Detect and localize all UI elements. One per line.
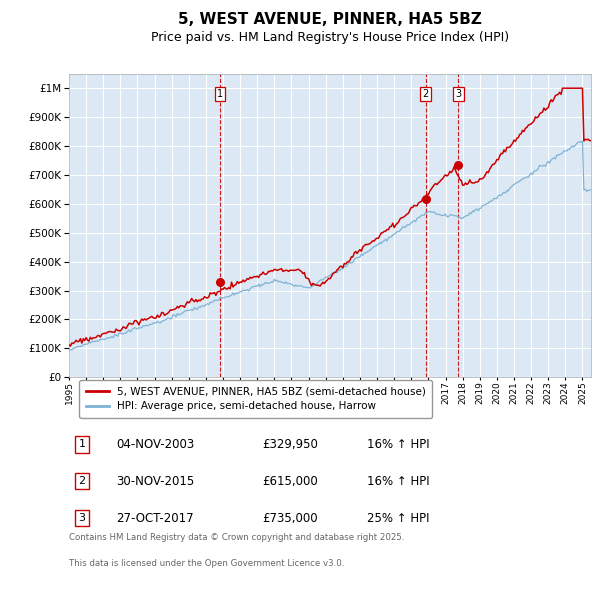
Text: £615,000: £615,000 xyxy=(262,475,318,488)
Legend: 5, WEST AVENUE, PINNER, HA5 5BZ (semi-detached house), HPI: Average price, semi-: 5, WEST AVENUE, PINNER, HA5 5BZ (semi-de… xyxy=(79,380,432,418)
Text: 1: 1 xyxy=(217,89,223,99)
Text: 04-NOV-2003: 04-NOV-2003 xyxy=(116,438,194,451)
Text: Contains HM Land Registry data © Crown copyright and database right 2025.: Contains HM Land Registry data © Crown c… xyxy=(69,533,404,542)
Text: 3: 3 xyxy=(455,89,461,99)
Text: £735,000: £735,000 xyxy=(262,512,318,525)
Text: 2: 2 xyxy=(79,476,86,486)
Text: 5, WEST AVENUE, PINNER, HA5 5BZ: 5, WEST AVENUE, PINNER, HA5 5BZ xyxy=(178,12,482,27)
Text: 25% ↑ HPI: 25% ↑ HPI xyxy=(367,512,429,525)
Text: 30-NOV-2015: 30-NOV-2015 xyxy=(116,475,194,488)
Text: This data is licensed under the Open Government Licence v3.0.: This data is licensed under the Open Gov… xyxy=(69,559,344,568)
Text: 16% ↑ HPI: 16% ↑ HPI xyxy=(367,475,429,488)
Text: 2: 2 xyxy=(422,89,428,99)
Text: Price paid vs. HM Land Registry's House Price Index (HPI): Price paid vs. HM Land Registry's House … xyxy=(151,31,509,44)
Text: 3: 3 xyxy=(79,513,86,523)
Text: 16% ↑ HPI: 16% ↑ HPI xyxy=(367,438,429,451)
Text: 1: 1 xyxy=(79,440,86,450)
Text: £329,950: £329,950 xyxy=(262,438,318,451)
Text: 27-OCT-2017: 27-OCT-2017 xyxy=(116,512,194,525)
